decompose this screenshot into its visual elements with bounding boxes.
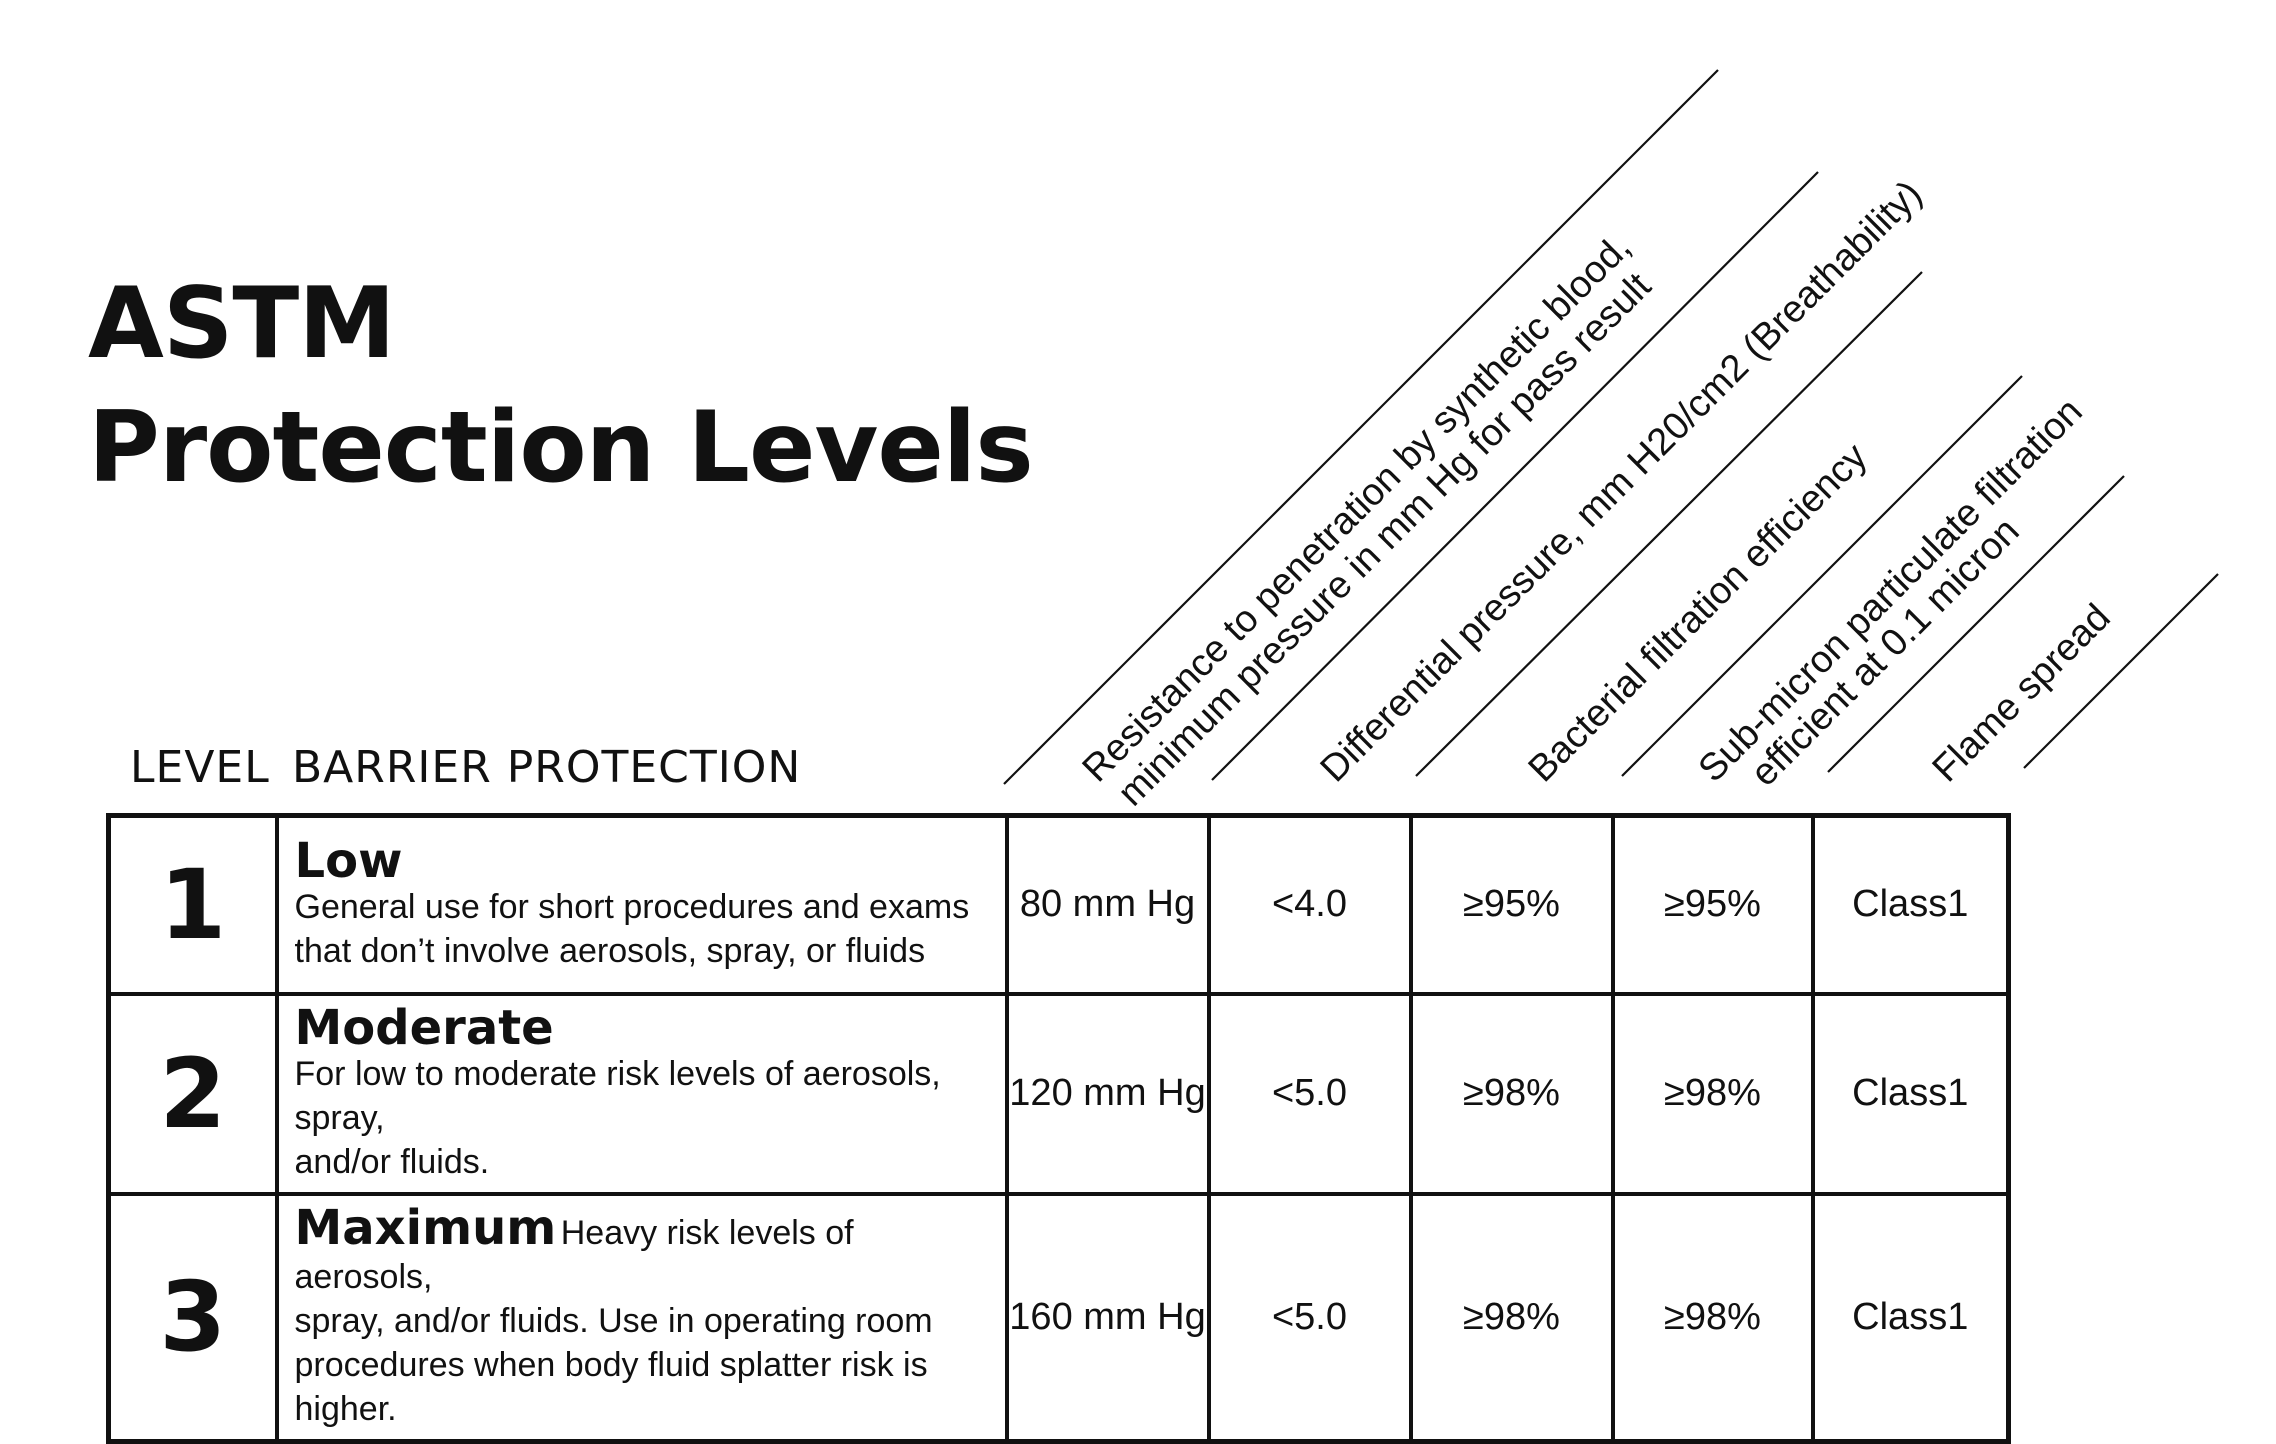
header-submicron-filtration: Sub-micron particulate filtration effici…: [1691, 390, 2091, 794]
level-number: 3: [106, 1191, 279, 1443]
fluid-resistance-value: 120 mm Hg: [1004, 991, 1211, 1196]
diagonal-divider-line: [1003, 69, 1719, 785]
description-line: that don’t involve aerosols, spray, or f…: [294, 931, 926, 970]
description-line: spray, and/or fluids. Use in operating r…: [294, 1301, 933, 1340]
title-line-1: ASTM: [88, 267, 396, 381]
table-row: 2 Moderate For low to moderate risk leve…: [106, 991, 2011, 1196]
description-line: For low to moderate risk levels of aeros…: [294, 1054, 941, 1137]
level-name: Moderate: [294, 999, 554, 1056]
diagonal-divider-line: [1621, 375, 2023, 777]
diagonal-divider-line: [1415, 271, 1923, 777]
fluid-resistance-value: 80 mm Hg: [1004, 813, 1211, 996]
barrier-description: Low General use for short procedures and…: [274, 813, 1009, 996]
diagonal-divider-line: [2023, 573, 2219, 769]
header-flame-spread: Flame spread: [1925, 596, 2119, 790]
differential-pressure-value: <4.0: [1206, 813, 1413, 996]
table-row: 1 Low General use for short procedures a…: [106, 813, 2011, 996]
flame-spread-value: Class1: [1810, 991, 2011, 1196]
diagonal-header-area: Resistance to penetration by synthetic b…: [1003, 69, 2219, 814]
barrier-protection-column-heading: BARRIER PROTECTION: [292, 742, 802, 793]
title-line-2: Protection Levels: [88, 391, 1034, 505]
level-column-heading: LEVEL: [130, 742, 270, 793]
differential-pressure-value: <5.0: [1206, 991, 1413, 1196]
description-line: General use for short procedures and exa…: [294, 887, 970, 926]
submicron-filtration-value: ≥98%: [1610, 1191, 1815, 1443]
submicron-filtration-value: ≥95%: [1610, 813, 1815, 996]
fluid-resistance-value: 160 mm Hg: [1004, 1191, 1211, 1443]
description-line: and/or fluids.: [294, 1142, 490, 1181]
table-row: 3 Maximum Heavy risk levels of aerosols,…: [106, 1191, 2011, 1443]
protection-levels-table: 1 Low General use for short procedures a…: [106, 813, 2011, 1444]
level-name: Low: [294, 832, 403, 889]
level-name: Maximum: [294, 1199, 557, 1256]
header-flame-spread-line-1: Flame spread: [1925, 596, 2119, 790]
barrier-description: Maximum Heavy risk levels of aerosols, s…: [274, 1191, 1009, 1443]
description-line: procedures when body fluid splatter risk…: [294, 1345, 928, 1428]
level-number: 2: [106, 991, 279, 1196]
diagonal-divider-line: [1211, 171, 1819, 781]
level-number: 1: [106, 813, 279, 996]
description-inline: Heavy risk levels of aerosols,: [294, 1213, 854, 1296]
diagonal-divider-line: [1827, 475, 2125, 773]
page-title: ASTM Protection Levels: [88, 262, 1034, 510]
bacterial-filtration-value: ≥98%: [1408, 1191, 1615, 1443]
submicron-filtration-value: ≥98%: [1610, 991, 1815, 1196]
bacterial-filtration-value: ≥98%: [1408, 991, 1615, 1196]
flame-spread-value: Class1: [1810, 813, 2011, 996]
flame-spread-value: Class1: [1810, 1191, 2011, 1443]
header-submicron-filtration-line-1: Sub-micron particulate filtration: [1691, 390, 2091, 790]
bacterial-filtration-value: ≥95%: [1408, 813, 1615, 996]
barrier-description: Moderate For low to moderate risk levels…: [274, 991, 1009, 1196]
header-fluid-resistance-line-1: Resistance to penetration by synthetic b…: [1075, 226, 1639, 790]
differential-pressure-value: <5.0: [1206, 1191, 1413, 1443]
